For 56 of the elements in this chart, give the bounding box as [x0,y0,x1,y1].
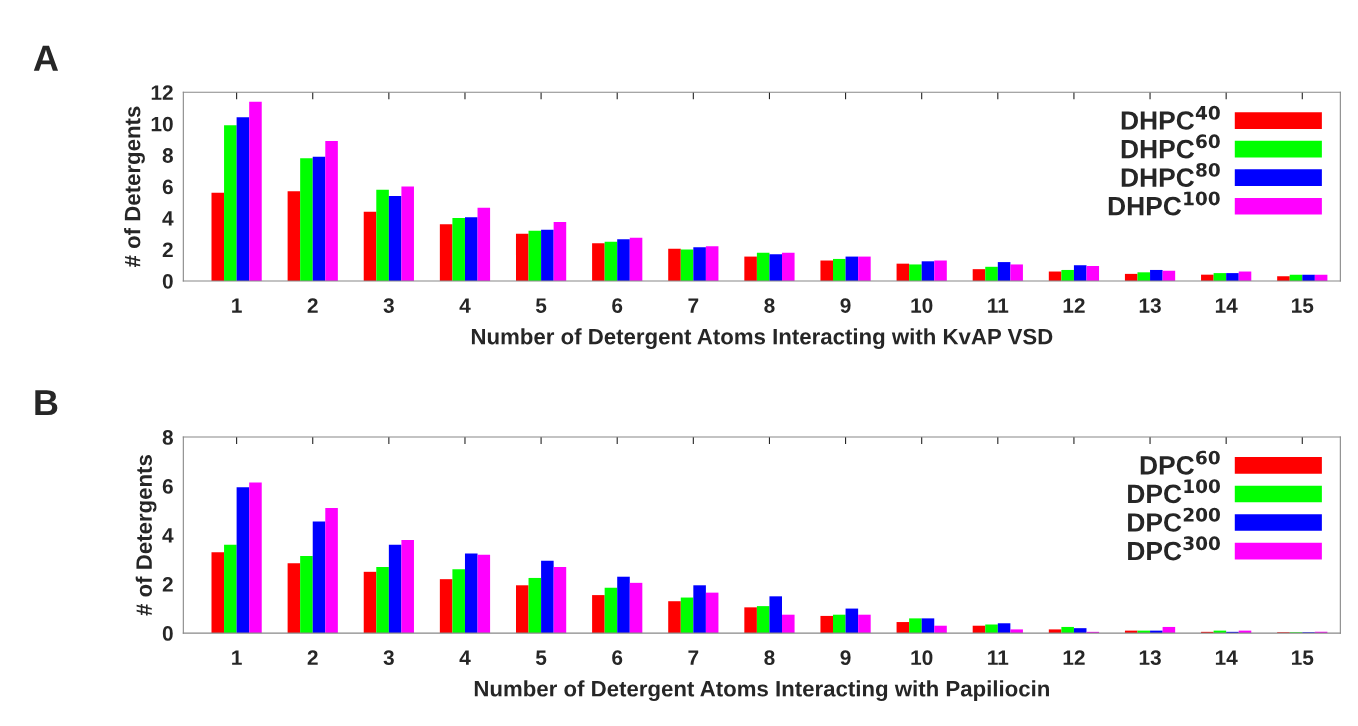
x-tick-label: 13 [1139,650,1161,666]
legend-label: DHPC$^{40}$ [1121,105,1220,130]
x-tick-label: 13 [1139,298,1161,313]
y-tick-label: 0 [162,273,173,289]
x-tick-label: 1 [232,650,242,665]
x-tick-label: 14 [1215,298,1238,313]
x-tick-label: 6 [612,650,623,666]
x-tick-label: 2 [307,650,318,665]
x-axis-title: Number of Detergent Atoms Interacting with Papiliocin [474,680,1049,702]
legend-label: DPC$^{200}$ [1128,507,1220,532]
legend-label: DHPC$^{80}$ [1121,162,1220,187]
x-tick-label: 5 [535,298,547,313]
y-tick-label: 10 [151,116,173,132]
y-axis-title: # of Detergents [135,455,157,616]
legend-label: DHPC$^{100}$ [1108,191,1220,216]
y-tick-label: 8 [162,148,173,163]
y-tick-label: 12 [151,85,173,100]
legend-label: DHPC$^{60}$ [1121,134,1220,159]
x-tick-label: 15 [1292,298,1314,313]
chart-title: B [35,390,58,415]
x-tick-label: 3 [383,650,394,666]
y-axis-title: # of Detergents [124,106,145,268]
y-tick-label: 8 [162,430,173,445]
x-tick-label: 5 [535,650,547,666]
x-tick-label: 9 [840,298,851,313]
x-tick-label: 10 [911,298,933,313]
x-tick-label: 14 [1215,650,1238,665]
x-tick-label: 11 [988,298,1009,313]
x-tick-label: 4 [459,298,471,313]
legend-label: DPC$^{60}$ [1140,450,1220,475]
x-tick-label: 1 [232,298,242,313]
x-tick-label: 6 [612,298,623,313]
x-tick-label: 8 [764,298,775,313]
x-tick-label: 2 [307,298,318,313]
y-tick-label: 2 [162,577,173,592]
x-tick-label: 7 [688,650,699,665]
y-tick-label: 6 [162,179,173,195]
y-tick-label: 2 [162,242,173,258]
x-tick-label: 3 [383,298,394,313]
x-tick-label: 9 [840,650,851,666]
y-tick-label: 4 [162,528,174,543]
x-tick-label: 11 [988,650,1009,665]
x-tick-label: 7 [688,298,699,313]
y-tick-label: 0 [162,626,173,641]
legend-label: DPC$^{300}$ [1128,536,1220,561]
y-tick-label: 4 [162,211,174,226]
x-tick-label: 10 [911,650,933,666]
y-tick-label: 6 [162,479,173,494]
x-tick-label: 8 [764,650,775,666]
chart-title: A [33,45,59,71]
x-tick-label: 15 [1292,650,1314,666]
x-axis-title: Number of Detergent Atoms Interacting with KvAP VSD [471,328,1053,349]
x-tick-label: 12 [1063,650,1085,665]
x-tick-label: 4 [459,650,471,665]
legend-label: DPC$^{100}$ [1128,479,1220,504]
x-tick-label: 12 [1063,298,1085,313]
